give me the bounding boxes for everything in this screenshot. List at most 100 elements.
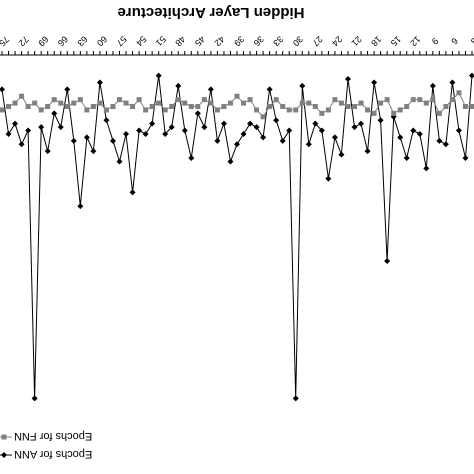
tick-label: 33 <box>271 34 285 48</box>
fnn-point <box>149 104 155 110</box>
series-line-ann <box>1 75 473 399</box>
ann-point <box>194 110 201 117</box>
tick-label: 6 <box>449 36 460 47</box>
fnn-point <box>19 93 25 99</box>
tick-label: 75 <box>0 34 11 48</box>
fnn-point <box>90 104 96 110</box>
legend: Epochs for ANN Epochs for FNN <box>0 430 92 460</box>
fnn-point <box>410 97 416 103</box>
fnn-point <box>293 107 299 113</box>
fnn-point <box>267 104 273 110</box>
fnn-point <box>312 104 318 110</box>
fnn-point <box>182 100 188 106</box>
tick-label: 21 <box>350 34 364 48</box>
tick-label: 3 <box>469 36 474 47</box>
fnn-point <box>345 104 351 110</box>
fnn-point <box>208 100 214 106</box>
fnn-point <box>175 97 181 103</box>
fnn-point <box>45 104 51 110</box>
ann-point <box>12 120 19 127</box>
ann-point <box>364 148 371 155</box>
tick-label: 12 <box>408 34 422 48</box>
ann-point <box>162 130 169 137</box>
ann-point <box>201 124 208 131</box>
ann-point <box>416 130 423 137</box>
series-layer <box>0 72 474 402</box>
fnn-point <box>443 104 449 110</box>
fnn-point <box>25 104 31 110</box>
fnn-point <box>286 107 292 113</box>
ann-point <box>403 155 410 162</box>
tick-label: 57 <box>115 34 129 48</box>
fnn-point <box>227 100 233 106</box>
ann-point <box>253 124 260 131</box>
fnn-point <box>195 104 201 110</box>
fnn-point <box>156 100 162 106</box>
ann-point <box>70 137 77 144</box>
fnn-point <box>371 110 377 116</box>
fnn-point <box>71 100 77 106</box>
ann-point <box>25 127 32 134</box>
ann-point <box>455 127 462 134</box>
fnn-point <box>299 100 305 106</box>
ann-point <box>175 82 182 89</box>
ann-point <box>423 165 430 172</box>
ann-point <box>103 117 110 124</box>
ann-point <box>286 127 293 134</box>
chart-rotated-group: 3691215182124273033363942454851545760636… <box>0 4 474 460</box>
fnn-point <box>306 100 312 106</box>
ann-point <box>142 130 149 137</box>
ann-point <box>351 124 358 131</box>
fnn-point <box>365 107 371 113</box>
fnn-point <box>162 107 168 113</box>
ann-point <box>436 137 443 144</box>
tick-label: 48 <box>173 34 187 48</box>
tick-label: 72 <box>17 34 31 48</box>
fnn-point <box>32 100 38 106</box>
fnn-point <box>136 97 142 103</box>
fnn-point <box>469 104 474 110</box>
fnn-point <box>169 104 175 110</box>
ann-point <box>96 79 103 86</box>
ann-point <box>18 141 25 148</box>
ann-point <box>64 86 71 93</box>
fnn-point <box>436 110 442 116</box>
tick-label: 51 <box>154 34 168 48</box>
tick-label: 39 <box>232 34 246 48</box>
ann-point <box>279 137 286 144</box>
tick-label: 30 <box>291 34 305 48</box>
ann-point <box>469 72 474 79</box>
fnn-point <box>449 97 455 103</box>
ann-point <box>260 134 267 141</box>
fnn-point <box>456 90 462 96</box>
fnn-point <box>110 104 116 110</box>
fnn-point <box>117 97 122 103</box>
ann-point <box>429 82 436 89</box>
ann-point <box>51 110 58 117</box>
fnn-point <box>64 104 70 110</box>
fnn-point <box>325 107 331 113</box>
tick-label: 18 <box>369 34 383 48</box>
fnn-point <box>417 97 423 103</box>
ann-point <box>240 130 247 137</box>
fnn-point <box>12 100 18 106</box>
fnn-point <box>143 107 149 113</box>
fnn-point <box>338 100 344 106</box>
fnn-point <box>404 104 410 110</box>
fnn-point <box>280 104 286 110</box>
fnn-point <box>38 107 44 113</box>
ann-point <box>299 82 306 89</box>
ann-point <box>220 120 227 127</box>
ticks-layer <box>1 51 473 55</box>
ann-point <box>38 124 45 131</box>
fnn-point <box>423 100 429 106</box>
ann-point <box>449 79 456 86</box>
ann-point <box>168 124 175 131</box>
fnn-point <box>51 97 57 103</box>
tick-label: 24 <box>330 34 344 48</box>
fnn-point <box>391 110 397 116</box>
ann-point <box>227 158 234 165</box>
ann-point <box>384 258 391 265</box>
fnn-point <box>221 104 227 110</box>
